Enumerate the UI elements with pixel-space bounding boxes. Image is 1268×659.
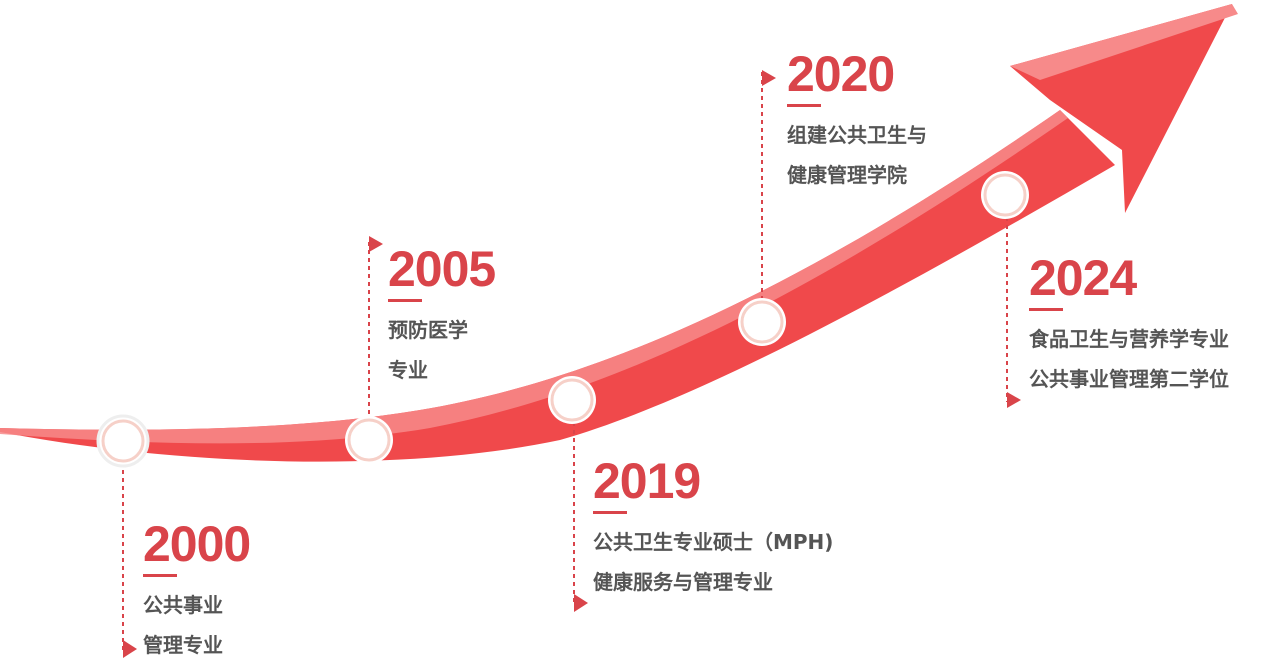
triangle-2024 <box>1007 392 1021 408</box>
milestone-2005: 2005 预防医学 专业 <box>388 241 496 390</box>
milestone-2000: 2000 公共事业 管理专业 <box>143 516 251 659</box>
year-underline <box>1029 308 1063 311</box>
milestone-year: 2005 <box>388 241 496 297</box>
year-underline <box>787 104 821 107</box>
milestone-text: 组建公共卫生与 <box>787 123 927 147</box>
milestone-year: 2024 <box>1029 250 1137 306</box>
milestone-year: 2020 <box>787 46 895 102</box>
milestone-2019: 2019 公共卫生专业硕士（MPH) 健康服务与管理专业 <box>593 455 833 602</box>
milestone-text: 公共事业管理第二学位 <box>1029 367 1229 391</box>
marker-2000 <box>96 414 150 468</box>
milestone-2024: 2024 食品卫生与营养学专业 公共事业管理第二学位 <box>1029 252 1229 399</box>
milestone-2020: 2020 组建公共卫生与 健康管理学院 <box>787 48 927 195</box>
milestone-text: 公共事业 <box>143 593 223 617</box>
milestone-markers <box>96 171 1029 468</box>
milestone-text: 预防医学 <box>388 318 468 342</box>
triangle-2005 <box>369 236 383 252</box>
triangle-2000 <box>123 640 137 658</box>
pointer-triangles <box>123 70 1021 658</box>
year-underline <box>593 511 627 514</box>
milestone-text: 管理专业 <box>143 633 223 657</box>
year-underline <box>143 574 177 577</box>
marker-2005 <box>345 416 393 464</box>
year-underline <box>388 299 422 302</box>
milestone-text: 专业 <box>388 358 428 382</box>
milestone-text: 健康服务与管理专业 <box>593 570 773 594</box>
marker-2024 <box>981 171 1029 219</box>
milestone-year: 2019 <box>593 453 701 509</box>
connector-lines <box>122 72 1008 650</box>
milestone-text: 食品卫生与营养学专业 <box>1029 327 1229 351</box>
marker-2019 <box>548 376 596 424</box>
arrow-head-highlight <box>1010 4 1238 80</box>
milestone-year: 2000 <box>143 516 251 572</box>
milestone-text: 健康管理学院 <box>787 163 907 187</box>
triangle-2020 <box>762 70 776 86</box>
milestone-text: 公共卫生专业硕士（MPH) <box>593 530 834 554</box>
marker-2020 <box>738 298 786 346</box>
triangle-2019 <box>574 594 588 612</box>
